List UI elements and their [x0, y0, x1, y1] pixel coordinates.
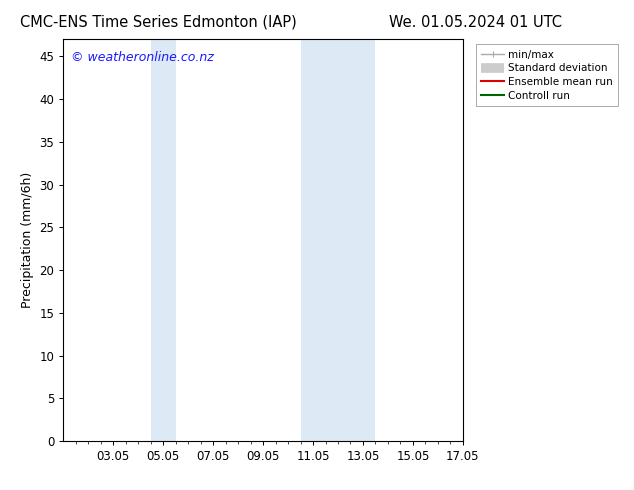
- Y-axis label: Precipitation (mm/6h): Precipitation (mm/6h): [21, 172, 34, 308]
- Bar: [301, 39, 375, 441]
- Legend: min/max, Standard deviation, Ensemble mean run, Controll run: min/max, Standard deviation, Ensemble me…: [476, 45, 618, 106]
- Text: CMC-ENS Time Series Edmonton (IAP): CMC-ENS Time Series Edmonton (IAP): [20, 15, 297, 30]
- Text: We. 01.05.2024 01 UTC: We. 01.05.2024 01 UTC: [389, 15, 562, 30]
- Text: © weatheronline.co.nz: © weatheronline.co.nz: [72, 51, 214, 64]
- Bar: [151, 39, 176, 441]
